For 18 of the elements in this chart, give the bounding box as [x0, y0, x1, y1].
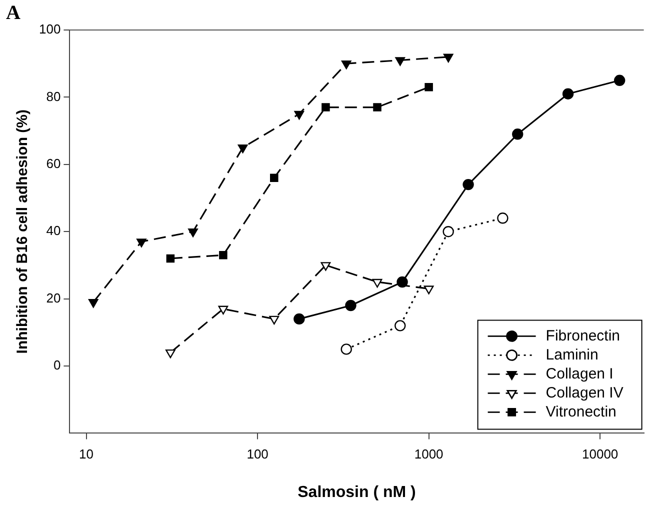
x-tick-label: 10000 — [582, 446, 618, 462]
y-tick-label: 20 — [46, 290, 61, 306]
legend-label: Vitronectin — [546, 403, 616, 420]
y-axis-title: Inhibition of B16 cell adhesion (%) — [14, 110, 32, 354]
y-tick-label: 80 — [46, 88, 61, 104]
legend-label: Collagen IV — [546, 384, 624, 402]
legend-label: Fibronectin — [546, 327, 620, 344]
legend-label: Collagen I — [546, 365, 614, 382]
y-tick-label: 40 — [46, 223, 61, 238]
text: A — [6, 2, 20, 25]
x-tick-label: 100 — [246, 446, 268, 462]
y-tick-label: 100 — [38, 22, 61, 37]
x-axis-title: Salmosin ( nM ) — [298, 484, 416, 501]
x-tick-label: 1000 — [414, 446, 444, 462]
y-tick-label: 60 — [46, 156, 61, 171]
y-tick-label: 0 — [53, 358, 61, 373]
x-tick-label: 10 — [79, 446, 94, 462]
legend-label: Laminin — [546, 346, 598, 364]
